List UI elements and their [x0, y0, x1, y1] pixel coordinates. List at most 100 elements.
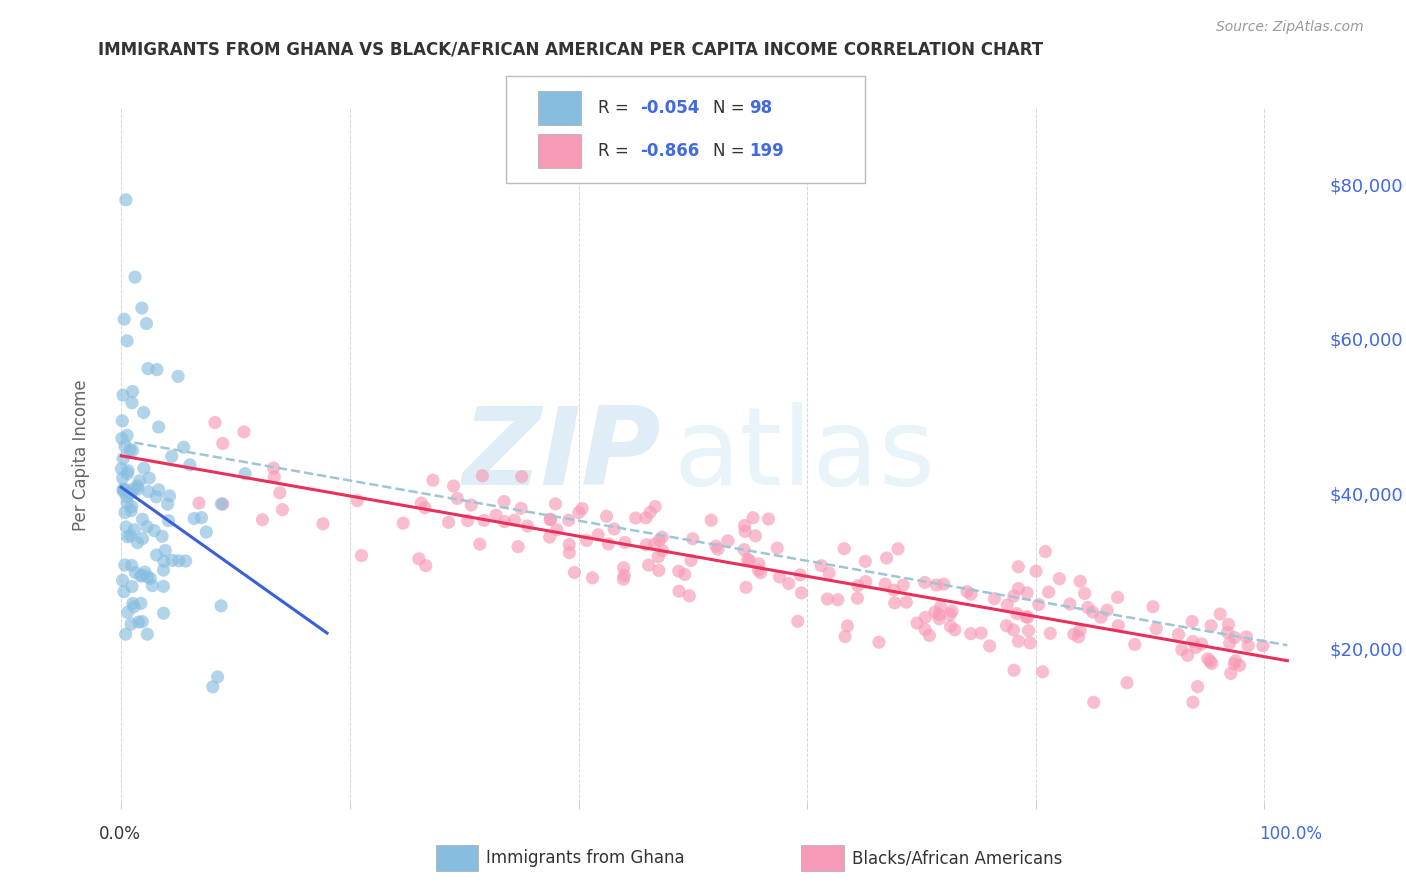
Point [111, 574, 134, 588]
Point [868, 635, 890, 649]
Point [941, 604, 963, 618]
Point [1237, 639, 1260, 653]
Point [472, 513, 495, 527]
Point [471, 468, 494, 483]
Point [124, 270, 146, 285]
Point [121, 396, 143, 410]
Point [734, 524, 756, 539]
Text: ZIP: ZIP [463, 402, 661, 508]
Point [1181, 695, 1204, 709]
Text: R =: R = [598, 99, 634, 117]
Point [1197, 652, 1219, 666]
Point [744, 529, 766, 543]
Point [131, 512, 153, 526]
Point [1038, 585, 1060, 599]
Point [263, 461, 285, 475]
Point [1069, 624, 1091, 638]
Text: -0.866: -0.866 [640, 142, 699, 160]
Point [789, 568, 811, 582]
Point [392, 516, 415, 531]
Point [141, 579, 163, 593]
Point [312, 516, 335, 531]
Point [905, 615, 928, 630]
Point [1069, 574, 1091, 589]
Point [995, 598, 1018, 612]
Point [129, 569, 152, 583]
Point [883, 596, 905, 610]
Point [115, 193, 138, 207]
Point [1171, 642, 1194, 657]
Point [127, 535, 149, 549]
Point [1067, 630, 1090, 644]
Text: N =: N = [713, 142, 749, 160]
Point [810, 558, 832, 573]
Point [209, 497, 232, 511]
Point [117, 467, 139, 481]
Text: N =: N = [713, 99, 749, 117]
Text: Source: ZipAtlas.com: Source: ZipAtlas.com [1216, 20, 1364, 34]
Point [111, 388, 134, 402]
Point [138, 471, 160, 485]
Point [1018, 624, 1040, 638]
Point [346, 493, 368, 508]
Point [747, 563, 769, 577]
Point [233, 467, 256, 481]
Point [1107, 618, 1129, 632]
Point [157, 514, 180, 528]
Point [212, 497, 235, 511]
Point [853, 554, 876, 568]
Point [443, 479, 465, 493]
Point [883, 583, 905, 598]
Point [1107, 591, 1129, 605]
Text: -0.054: -0.054 [640, 99, 699, 117]
Point [128, 474, 150, 488]
Point [152, 563, 174, 577]
Point [624, 511, 647, 525]
Point [114, 483, 136, 497]
Point [778, 576, 800, 591]
Point [510, 469, 533, 483]
Point [834, 630, 856, 644]
Point [758, 512, 780, 526]
Point [1017, 610, 1039, 624]
Point [1236, 630, 1258, 644]
Point [516, 519, 538, 533]
Point [1059, 597, 1081, 611]
Point [734, 518, 756, 533]
Point [598, 537, 620, 551]
Point [790, 586, 813, 600]
Point [121, 580, 143, 594]
Point [932, 577, 955, 591]
Point [485, 508, 508, 522]
Point [1032, 665, 1054, 679]
Point [924, 605, 946, 619]
Point [503, 513, 526, 527]
Point [1216, 625, 1239, 640]
Point [558, 537, 581, 551]
Point [538, 530, 561, 544]
Point [735, 580, 758, 594]
Text: Blacks/African Americans: Blacks/African Americans [852, 849, 1063, 867]
Point [1025, 564, 1047, 578]
Point [1015, 609, 1038, 624]
Point [411, 496, 433, 510]
Point [122, 599, 145, 614]
Point [1229, 658, 1251, 673]
Point [1116, 675, 1139, 690]
Point [1199, 618, 1222, 632]
Point [876, 551, 898, 566]
Point [678, 589, 700, 603]
Point [1083, 695, 1105, 709]
Point [1028, 598, 1050, 612]
Point [918, 628, 941, 642]
Point [207, 670, 229, 684]
Point [1191, 637, 1213, 651]
Point [188, 496, 211, 510]
Point [167, 369, 190, 384]
Point [613, 535, 636, 549]
Point [269, 485, 291, 500]
Point [139, 571, 162, 585]
Point [173, 440, 195, 454]
Point [508, 540, 530, 554]
Point [766, 541, 789, 556]
